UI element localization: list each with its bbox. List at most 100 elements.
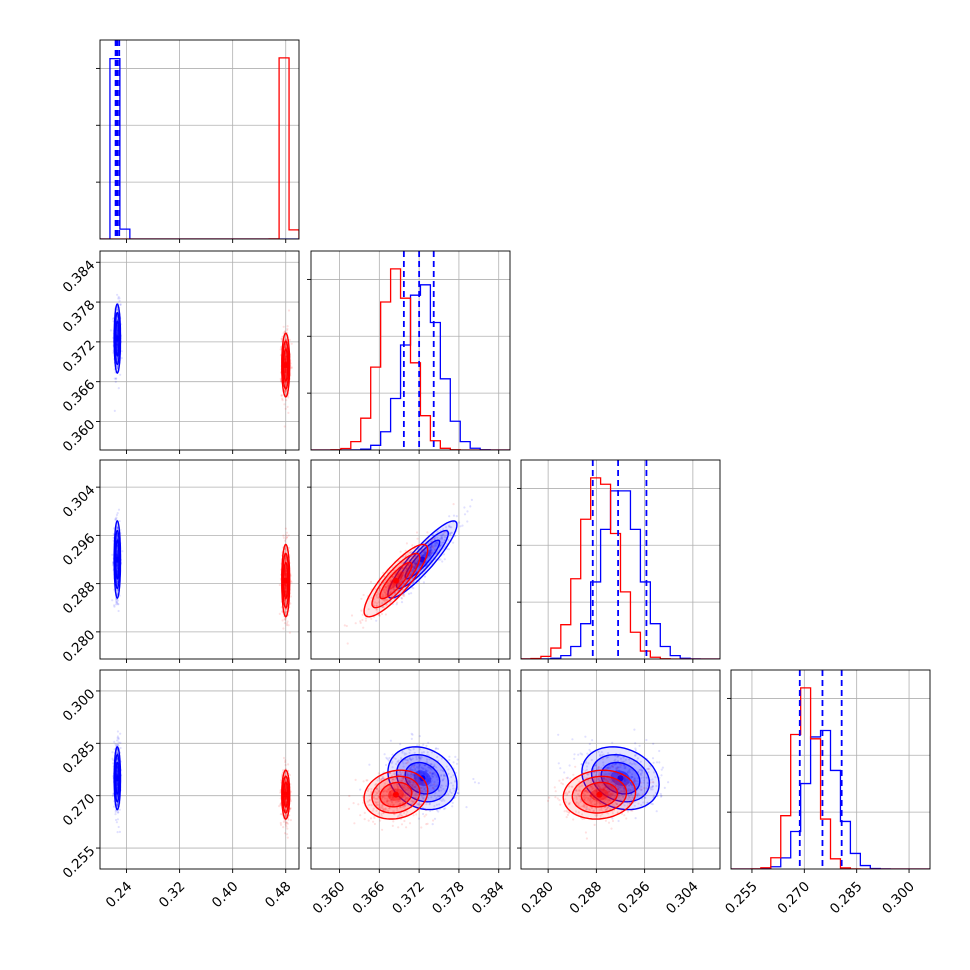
sample-point <box>398 795 401 799</box>
sample-point <box>399 802 402 805</box>
sample-point <box>381 795 384 798</box>
sample-point <box>284 797 287 800</box>
sample-point <box>452 541 455 544</box>
sample-point <box>111 751 114 754</box>
sample-point <box>284 343 287 346</box>
sample-point <box>362 626 365 629</box>
sample-point <box>285 574 288 577</box>
sample-point <box>428 554 431 557</box>
sample-point <box>116 784 119 787</box>
x-tick-label: 0.384 <box>469 879 508 918</box>
sample-point <box>392 585 395 588</box>
sample-point <box>284 798 287 801</box>
sample-point <box>394 757 397 760</box>
sample-point <box>406 553 410 556</box>
sample-point <box>393 583 396 586</box>
sample-point <box>431 772 434 776</box>
sample-point <box>117 811 120 814</box>
sample-point <box>619 786 622 789</box>
sample-point <box>284 590 287 594</box>
sample-point <box>440 536 444 539</box>
sample-point <box>632 779 636 782</box>
sample-point <box>444 807 447 810</box>
sample-point <box>285 534 288 537</box>
sample-point <box>409 573 412 576</box>
sample-point <box>398 575 401 579</box>
sample-point <box>381 593 384 596</box>
sample-point <box>396 779 400 783</box>
sample-point <box>400 779 403 782</box>
sample-point <box>377 812 380 815</box>
sample-point <box>397 759 400 762</box>
sample-point <box>116 564 119 567</box>
contour-b <box>281 340 290 390</box>
sample-point <box>410 784 413 787</box>
sample-point <box>387 592 390 595</box>
sample-point <box>375 602 378 605</box>
sample-point <box>404 574 407 577</box>
sample-point <box>402 786 405 790</box>
sample-point <box>287 534 290 537</box>
sample-point <box>402 806 405 809</box>
sample-point <box>397 800 400 803</box>
sample-point <box>392 756 395 759</box>
sample-point <box>421 554 425 557</box>
sample-point <box>411 799 414 802</box>
sample-point <box>284 584 287 587</box>
sample-point <box>407 563 410 567</box>
sample-point <box>392 803 395 806</box>
sample-point <box>416 559 419 562</box>
sample-point <box>386 590 390 593</box>
sample-point <box>362 593 365 597</box>
sample-point <box>415 813 418 816</box>
sample-point <box>382 605 385 609</box>
sample-point <box>383 600 387 604</box>
sample-point <box>413 751 416 754</box>
sample-point <box>386 593 389 596</box>
sample-point <box>418 764 421 767</box>
sample-point <box>441 779 444 782</box>
sample-point <box>634 779 637 782</box>
sample-point <box>113 377 116 380</box>
sample-point <box>394 800 397 804</box>
sample-point <box>412 567 415 570</box>
sample-point <box>406 572 409 575</box>
sample-point <box>447 768 450 771</box>
sample-point <box>630 783 633 786</box>
sample-point <box>433 817 437 820</box>
sample-point <box>402 577 405 580</box>
sample-point <box>639 760 642 763</box>
sample-point <box>285 382 288 386</box>
sample-point <box>385 598 389 602</box>
sample-point <box>418 735 421 738</box>
sample-point <box>283 330 286 333</box>
sample-point <box>116 591 119 594</box>
sample-point <box>377 789 380 792</box>
sample-point <box>389 584 392 587</box>
sample-point <box>116 743 119 746</box>
contour-a <box>404 761 441 795</box>
sample-point <box>400 573 403 576</box>
sample-point <box>286 405 289 408</box>
sample-point <box>383 575 386 578</box>
sample-point <box>401 792 404 795</box>
sample-point <box>284 813 287 816</box>
sample-point <box>652 761 655 764</box>
sample-point <box>646 768 649 771</box>
sample-point <box>618 782 621 785</box>
sample-point <box>370 804 373 807</box>
sample-point <box>436 755 439 759</box>
sample-point <box>400 794 403 797</box>
sample-point <box>447 525 450 528</box>
sample-point <box>420 562 423 565</box>
sample-point <box>651 785 655 788</box>
sample-point <box>116 735 119 738</box>
sample-point <box>391 579 394 582</box>
sample-point <box>384 782 387 785</box>
sample-point <box>435 809 439 812</box>
sample-point <box>400 823 404 826</box>
sample-point <box>404 794 407 798</box>
sample-point <box>436 784 439 787</box>
sample-point <box>348 794 351 798</box>
